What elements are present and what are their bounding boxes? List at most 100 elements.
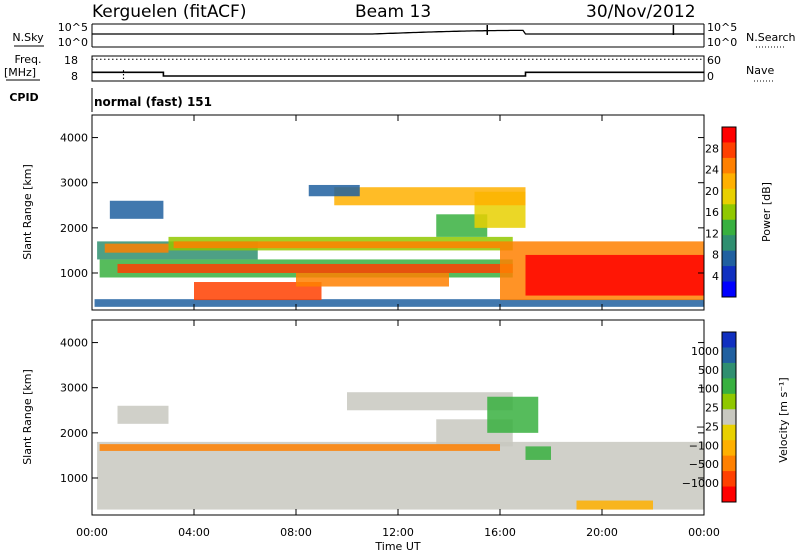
data-band <box>347 392 513 411</box>
x-tick-label: 00:00 <box>76 526 108 539</box>
colorbar-tick-label: −100 <box>689 439 719 452</box>
colorbar-segment <box>722 440 736 457</box>
freq-frame <box>91 55 705 82</box>
colorbar-segment <box>722 157 736 174</box>
cpid-label: CPID <box>9 91 38 104</box>
cpid-panel: CPID normal (fast) 151 <box>9 88 212 112</box>
colorbar-tick-label: 1000 <box>691 345 719 358</box>
y-tick-label: 2000 <box>60 427 88 440</box>
freq-panel: Freq. [MHz] 18 8 60 0 Nave ⋮ <box>4 53 775 83</box>
power-colorbar-label: Power [dB] <box>760 182 773 242</box>
colorbar-segment <box>722 347 736 364</box>
colorbar-segment <box>722 455 736 472</box>
colorbar-tick-label: 500 <box>698 364 719 377</box>
cpid-value: normal (fast) 151 <box>94 95 212 109</box>
y-tick-label: 3000 <box>60 177 88 190</box>
x-tick-label: 16:00 <box>484 526 516 539</box>
y-tick-label: 2000 <box>60 222 88 235</box>
y-tick-label: 3000 <box>60 382 88 395</box>
colorbar-segment <box>722 173 736 190</box>
data-band <box>99 444 501 451</box>
velocity-xticks: 00:00 04:00 08:00 12:00 16:00 20:00 00:00 <box>76 320 720 539</box>
nsearch-tick-bottom: 10^0 <box>707 36 737 49</box>
data-band <box>117 263 513 273</box>
velocity-colorbar-label: Velocity [m s⁻¹] <box>777 377 790 462</box>
colorbar-tick-label: −1000 <box>682 477 719 490</box>
freq-glitch-marker: ⋮ <box>118 68 129 81</box>
velocity-panel: 4000 3000 2000 1000 00:00 04:00 08:00 12:00 16:… <box>21 319 790 553</box>
data-band <box>109 200 164 219</box>
beam-title: Beam 13 <box>355 2 431 22</box>
colorbar-tick-label: −25 <box>696 420 719 433</box>
data-band <box>334 187 526 206</box>
data-band <box>525 254 704 296</box>
data-band <box>308 184 360 197</box>
data-band <box>117 405 169 424</box>
colorbar-segment <box>722 142 736 159</box>
power-yticks: 4000 3000 2000 1000 <box>60 132 704 280</box>
colorbar-tick-label: 8 <box>712 249 719 262</box>
nsearch-label: N.Search <box>746 31 796 44</box>
colorbar-segment <box>722 127 736 143</box>
freq-tick-top: 18 <box>64 54 78 67</box>
colorbar-tick-label: 28 <box>705 142 719 155</box>
freq-label: Freq. <box>14 53 41 66</box>
x-tick-label: 00:00 <box>688 526 720 539</box>
freq-trace <box>92 71 704 77</box>
data-band <box>576 500 653 510</box>
freq-tick-bottom: 8 <box>71 70 78 83</box>
colorbar-segment <box>722 266 736 283</box>
colorbar-segment <box>722 219 736 236</box>
y-tick-label: 4000 <box>60 132 88 145</box>
colorbar-segment <box>722 378 736 395</box>
velocity-yticks: 4000 3000 2000 1000 <box>60 337 704 485</box>
y-tick-label: 1000 <box>60 267 88 280</box>
station-title: Kerguelen (fitACF) <box>92 2 246 22</box>
colorbar-segment <box>722 393 736 410</box>
colorbar-segment <box>722 362 736 379</box>
nsky-label: N.Sky <box>12 31 44 44</box>
y-tick-label: 1000 <box>60 472 88 485</box>
data-band <box>487 396 539 433</box>
colorbar-frame <box>721 126 737 298</box>
date-title: 30/Nov/2012 <box>586 2 696 22</box>
data-band <box>296 272 449 287</box>
x-tick-label: 12:00 <box>382 526 414 539</box>
y-tick-label: 4000 <box>60 337 88 350</box>
velocity-data-bands <box>97 392 705 510</box>
data-band <box>525 446 551 460</box>
colorbar-tick-label: 16 <box>705 206 719 219</box>
velocity-ylabel: Slant Range [km] <box>21 369 34 465</box>
colorbar-segment <box>722 204 736 221</box>
nave-tick-bottom: 0 <box>707 70 714 83</box>
power-colorbar: 28 24 20 16 12 8 4 <box>705 126 737 298</box>
data-band <box>97 441 705 510</box>
colorbar-tick-label: 24 <box>705 164 719 177</box>
nave-tick-top: 60 <box>707 54 721 67</box>
power-panel: 4000 3000 2000 1000 Slant Range [km] 28 24 20… <box>21 114 773 311</box>
nsky-tick-bottom: 10^0 <box>58 36 88 49</box>
nsearch-tick-top: 10^5 <box>707 21 737 34</box>
x-tick-label: 04:00 <box>178 526 210 539</box>
power-xtickmarks <box>91 115 705 310</box>
colorbar-segment <box>722 471 736 488</box>
colorbar-tick-label: 12 <box>705 227 719 240</box>
data-band <box>173 241 500 249</box>
colorbar-segment <box>722 409 736 426</box>
colorbar-segment <box>722 332 736 348</box>
colorbar-segment <box>722 424 736 441</box>
colorbar-frame <box>721 331 737 503</box>
data-band <box>94 299 705 307</box>
colorbar-tick-label: 25 <box>705 402 719 415</box>
nsky-trace <box>92 29 704 35</box>
power-ylabel: Slant Range [km] <box>21 164 34 260</box>
colorbar-segment <box>722 235 736 252</box>
colorbar-tick-label: 20 <box>705 185 719 198</box>
colorbar-segment <box>722 188 736 205</box>
x-tick-label: 20:00 <box>586 526 618 539</box>
nsky-panel: N.Sky 10^5 10^0 10^5 10^0 N.Search <box>12 21 795 49</box>
data-band <box>104 243 169 253</box>
colorbar-tick-label: 4 <box>712 270 719 283</box>
velocity-colorbar: 1000 500 100 25 −25 −100 −500 −1000 <box>682 331 737 503</box>
x-tick-label: 08:00 <box>280 526 312 539</box>
